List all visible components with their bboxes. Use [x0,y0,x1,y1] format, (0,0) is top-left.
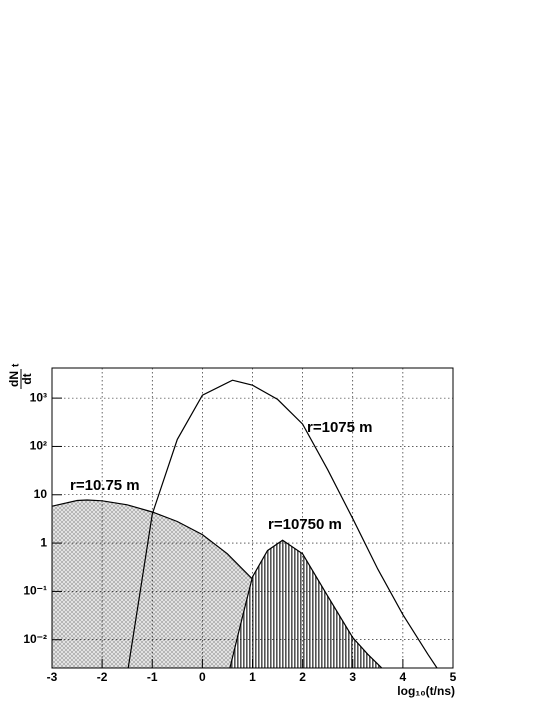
y-label-denominator: dt [20,373,34,384]
x-tick-label: -3 [47,670,58,684]
y-label-numerator: dN [7,371,21,387]
plot-area [52,379,438,668]
x-tick-label: 0 [199,670,206,684]
curve [127,379,438,668]
x-tick-label: -2 [97,670,108,684]
curve [229,539,383,668]
annotation: r=10.75 m [70,477,140,494]
x-tick-label: -1 [147,670,158,684]
y-label-subscript: t [11,363,22,367]
x-tick-label: 1 [249,670,256,684]
area-fill [229,540,382,668]
y-axis-label: dN t dt [7,363,34,389]
y-tick-label: 10³ [30,390,47,404]
y-tick-label: 10⁻¹ [23,584,47,598]
x-tick-label: 2 [299,670,306,684]
x-tick-label: 3 [349,670,356,684]
x-axis-label: log₁₀(t/ns) [397,684,455,698]
y-tick-label: 10² [30,439,47,453]
x-tick-label: 4 [400,670,407,684]
y-tick-label: 1 [40,535,47,549]
y-tick-label: 10⁻² [23,632,47,646]
annotation: r=10750 m [268,516,342,533]
y-tick-label: 10 [34,487,48,501]
annotation: r=1075 m [307,419,372,436]
x-tick-label: 5 [450,670,457,684]
